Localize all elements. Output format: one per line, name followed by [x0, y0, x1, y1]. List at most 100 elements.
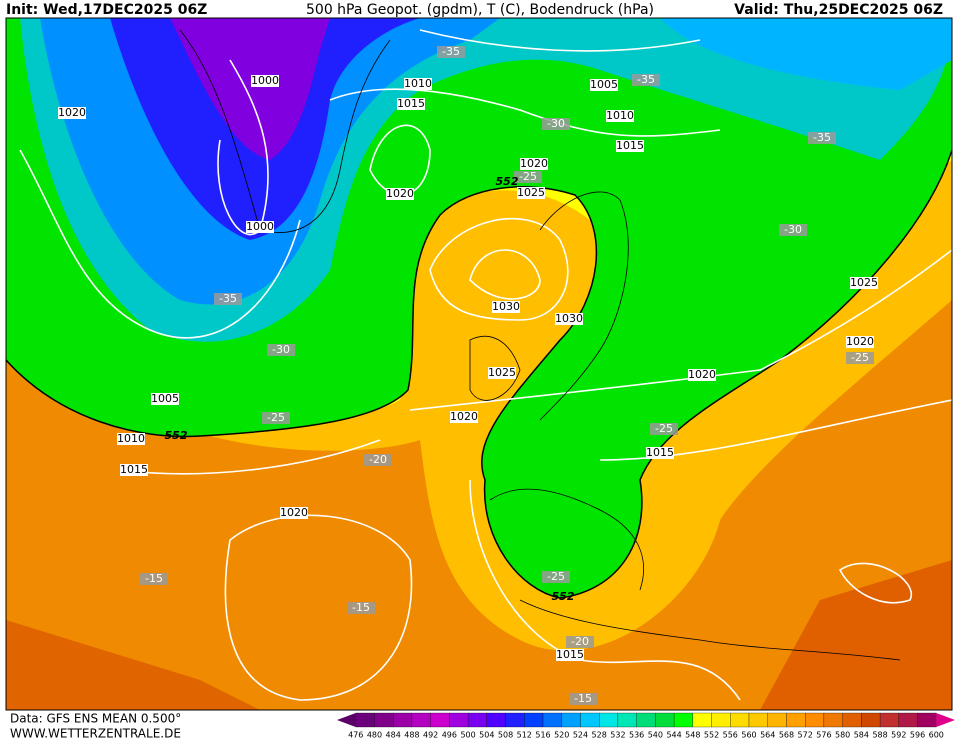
colorbar-swatch — [673, 712, 693, 728]
colorbar-swatch — [767, 712, 787, 728]
colorbar-swatch — [449, 712, 469, 728]
isobar-label: 1030 — [555, 312, 583, 325]
isobar-label: 1030 — [492, 300, 520, 313]
temperature-label-box — [437, 46, 465, 58]
site-name: WWW.WETTERZENTRALE.DE — [10, 727, 181, 741]
colorbar-label: 520 — [554, 731, 569, 740]
temperature-label: -25 — [851, 351, 869, 364]
map-frame — [5, 17, 953, 711]
temperature-label-box — [566, 636, 594, 648]
region — [6, 620, 260, 710]
colorbar-swatch — [355, 712, 375, 728]
colorbar-label: 552 — [704, 731, 719, 740]
colorbar-swatch — [505, 712, 525, 728]
isobar-label-box — [520, 158, 548, 170]
colorbar-label: 480 — [367, 731, 382, 740]
colorbar-label: 524 — [573, 731, 588, 740]
isobar-label-box — [246, 221, 274, 233]
isobar-label-box — [120, 464, 148, 476]
colorbar-swatch — [374, 712, 394, 728]
colorbar-label: 500 — [460, 731, 475, 740]
colorbar-label: 512 — [517, 731, 532, 740]
colorbar-swatch — [879, 712, 899, 728]
temperature-label-box — [140, 573, 168, 585]
isobar-label: 1020 — [846, 335, 874, 348]
isobar-label-box — [450, 411, 478, 423]
colorbar-label: 556 — [723, 731, 738, 740]
temperature-label-box — [267, 344, 295, 356]
colorbar-swatch — [711, 712, 731, 728]
colorbar-label: 600 — [929, 731, 944, 740]
colorbar-swatch — [730, 712, 750, 728]
colorbar-label: 516 — [535, 731, 550, 740]
isobar-label: 1010 — [117, 432, 145, 445]
colorbar-swatch — [636, 712, 656, 728]
colorbar-label: 560 — [741, 731, 756, 740]
temperature-label: -30 — [784, 223, 802, 236]
temperature-label-box — [779, 224, 807, 236]
colorbar-swatch — [467, 712, 487, 728]
isobar-label-box — [646, 447, 674, 459]
colorbar-swatch — [898, 712, 918, 728]
colorbar-label: 496 — [442, 731, 457, 740]
isobar-label: 1025 — [488, 366, 516, 379]
isobar-label-box — [846, 336, 874, 348]
temperature-label-box — [514, 171, 542, 183]
isobar-label-box — [590, 79, 618, 91]
temperature-label-box — [262, 412, 290, 424]
isobar-label: 1020 — [520, 157, 548, 170]
colorbar-swatch — [805, 712, 825, 728]
region — [760, 560, 952, 710]
isobar-label-box — [58, 107, 86, 119]
colorbar-swatch — [542, 712, 562, 728]
isobar-label: 1005 — [590, 78, 618, 91]
isobar-label: 1015 — [646, 446, 674, 459]
isobar-label: 1005 — [151, 392, 179, 405]
colorbar-swatch — [411, 712, 431, 728]
isobar-label: 1015 — [616, 139, 644, 152]
colorbar-swatch — [917, 712, 937, 728]
isobar-label: 1020 — [688, 368, 716, 381]
colorbar-label: 548 — [685, 731, 700, 740]
colorbar-swatch — [692, 712, 712, 728]
map-title: 500 hPa Geopot. (gpdm), T (C), Bodendruc… — [306, 2, 654, 18]
colorbar-swatch — [823, 712, 843, 728]
temperature-label: -25 — [267, 411, 285, 424]
region — [660, 18, 952, 90]
temperature-label: -25 — [655, 422, 673, 435]
temperature-label: -20 — [571, 635, 589, 648]
colorbar-label: 584 — [854, 731, 869, 740]
height-contour — [6, 149, 952, 599]
isobars — [19, 29, 952, 701]
colorbar-label: 544 — [666, 731, 681, 740]
temperature-label: -35 — [219, 292, 237, 305]
temperature-label: -30 — [547, 117, 565, 130]
colorbar-swatch — [861, 712, 881, 728]
init-time: Init: Wed,17DEC2025 06Z — [6, 2, 207, 18]
temperature-label: -20 — [369, 453, 387, 466]
temperature-label: -35 — [637, 73, 655, 86]
colorbar-swatch — [561, 712, 581, 728]
isobar-label: 1020 — [386, 187, 414, 200]
temperature-label: -35 — [813, 131, 831, 144]
colorbar-swatch — [842, 712, 862, 728]
colorbar-swatch — [617, 712, 637, 728]
isobar-label-box — [386, 188, 414, 200]
temperature-label: -15 — [352, 601, 370, 614]
colorbar-swatch — [655, 712, 675, 728]
colorbar-label: 540 — [648, 731, 663, 740]
coastlines — [179, 29, 901, 661]
isobar-label: 1015 — [120, 463, 148, 476]
temperature-label: -25 — [519, 170, 537, 183]
isobar-label-box — [555, 313, 583, 325]
isobar-label: 1010 — [404, 77, 432, 90]
colorbar-label: 504 — [479, 731, 494, 740]
colorbar-swatch — [393, 712, 413, 728]
temperature-label-box — [569, 693, 597, 705]
isobar-label: 1015 — [556, 648, 584, 661]
region — [170, 18, 330, 160]
isobar-label-box — [616, 140, 644, 152]
isobar-label: 1015 — [397, 97, 425, 110]
isobar-label-box — [117, 433, 145, 445]
